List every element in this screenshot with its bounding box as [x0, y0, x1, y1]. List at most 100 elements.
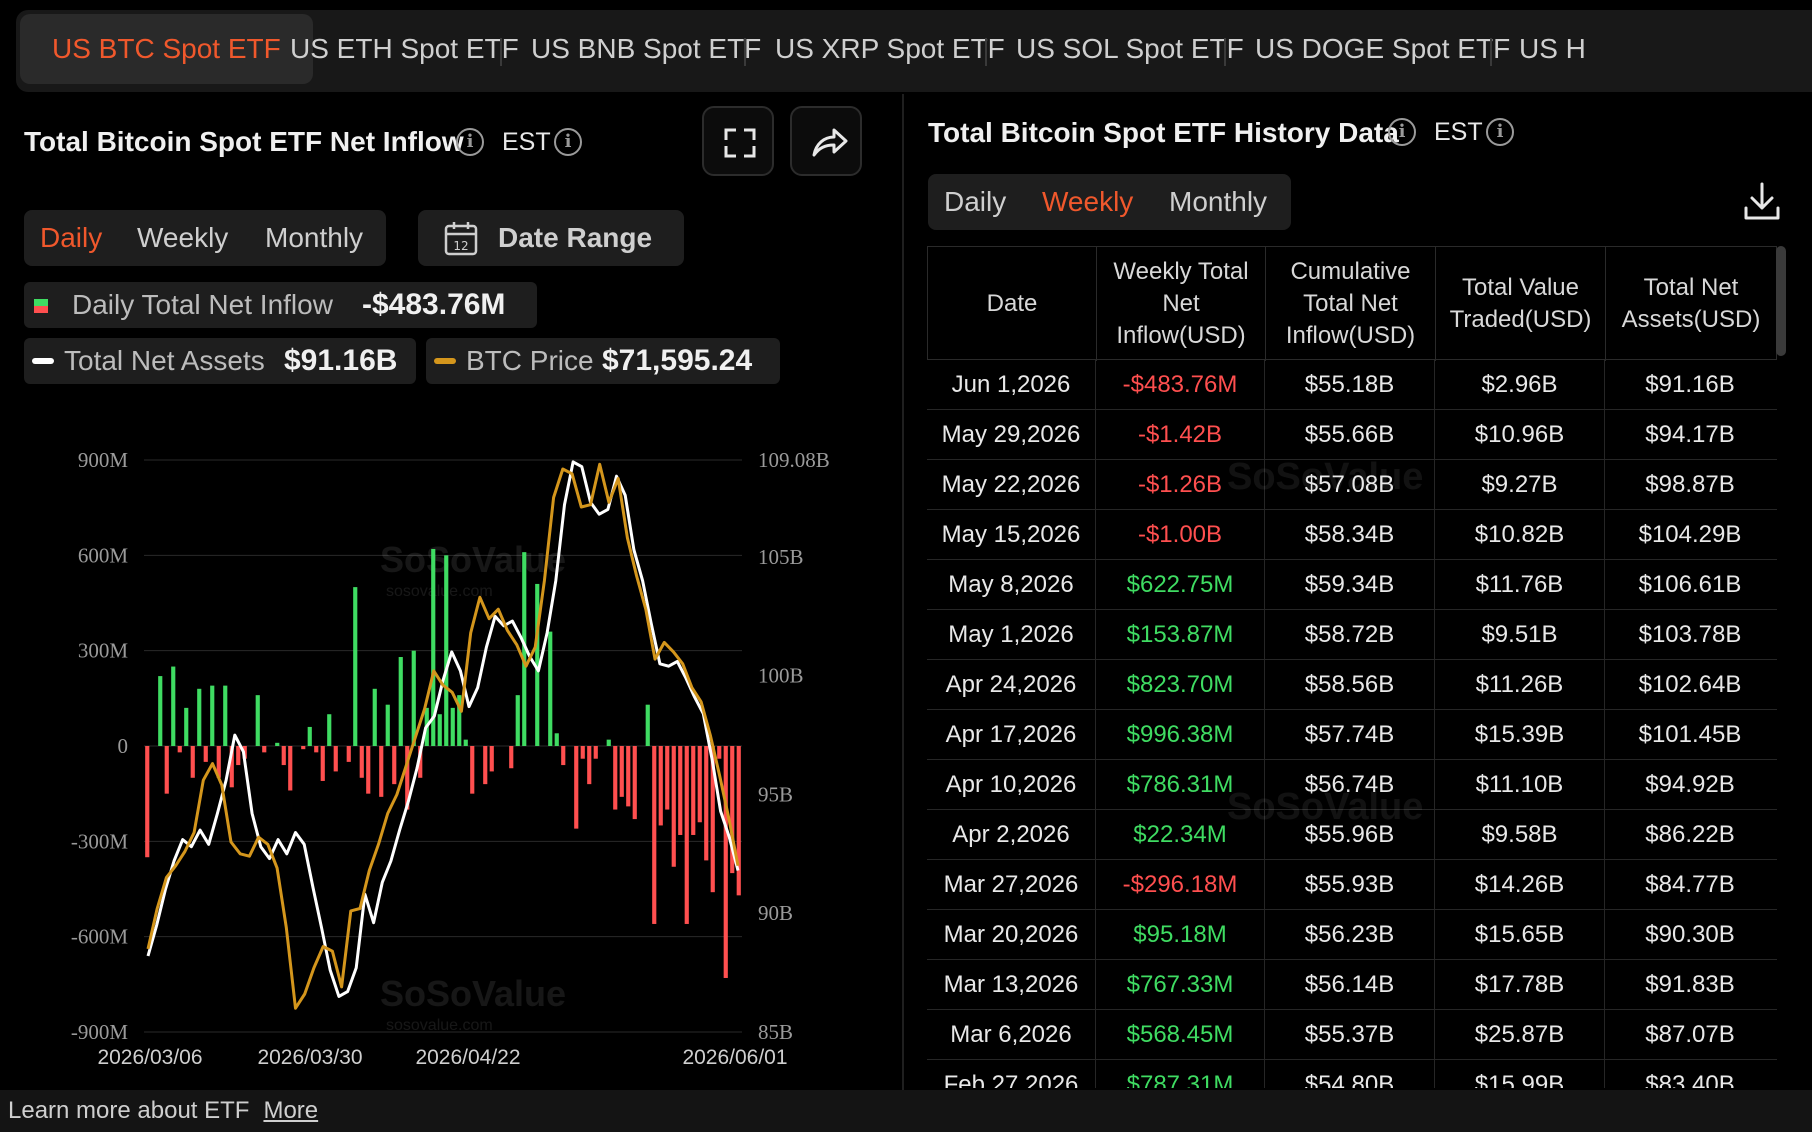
inflow-bar: [580, 746, 585, 759]
col-net-assets[interactable]: Total Net Assets(USD): [1621, 274, 1761, 333]
table-row[interactable]: Mar 13,2026 $767.33M $56.14B $17.78B $91.83B: [927, 960, 1777, 1010]
table-row[interactable]: Jun 1,2026 -$483.76M $55.18B $2.96B $91.16B: [927, 360, 1777, 410]
tab-us-h-partial[interactable]: US H: [1519, 33, 1586, 64]
col-date[interactable]: Date: [928, 247, 1097, 361]
net-assets-value: $91.16B: [284, 344, 398, 377]
table-row[interactable]: Apr 10,2026 $786.31M $56.74B $11.10B $94.92B: [927, 760, 1777, 810]
date-range-button[interactable]: 12 Date Range: [418, 210, 684, 266]
info-icon[interactable]: i: [554, 128, 582, 156]
inflow-bar: [164, 746, 169, 794]
daily-inflow-label: Daily Total Net Inflow: [72, 289, 333, 320]
table-row[interactable]: Mar 6,2026 $568.45M $55.37B $25.87B $87.07B: [927, 1010, 1777, 1060]
inflow-bar: [736, 746, 741, 896]
inflow-bar: [450, 707, 455, 746]
timezone-label: EST: [502, 128, 551, 156]
tab-us-eth-spot-etf[interactable]: US ETH Spot ETF: [290, 33, 519, 64]
watermark: SoSoValue: [380, 539, 566, 580]
cell-cumulative: $58.56B: [1265, 660, 1435, 710]
period-monthly[interactable]: Monthly: [1169, 186, 1268, 217]
table-row[interactable]: Apr 2,2026 $22.34M $55.96B $9.58B $86.22B: [927, 810, 1777, 860]
cell-assets: $98.87B: [1645, 471, 1735, 498]
share-button[interactable]: [790, 106, 862, 176]
info-icon[interactable]: i: [1388, 118, 1416, 146]
watermark-sub: sosovalue.com: [386, 583, 493, 600]
inflow-bar: [704, 746, 709, 861]
table-row[interactable]: Apr 17,2026 $996.38M $57.74B $15.39B $101.45…: [927, 710, 1777, 760]
cell-weekly-inflow: -$296.18M: [1096, 860, 1265, 910]
table-row[interactable]: May 29,2026 -$1.42B $55.66B $10.96B $94.17B: [927, 410, 1777, 460]
inflow-bar: [684, 746, 689, 924]
cell-cumulative: $55.66B: [1265, 410, 1435, 460]
cell-traded: $25.87B: [1435, 1010, 1605, 1060]
table-row[interactable]: May 8,2026 $622.75M $59.34B $11.76B $106.61B: [927, 560, 1777, 610]
inflow-bar: [145, 746, 150, 858]
cell-assets: $106.61B: [1638, 571, 1742, 598]
info-icon[interactable]: i: [456, 128, 484, 156]
cell-assets: $91.16B: [1645, 371, 1735, 398]
inflow-bar: [652, 746, 657, 924]
col-cumulative-inflow[interactable]: Cumulative Total Net Inflow(USD): [1266, 247, 1436, 361]
download-icon[interactable]: [1742, 180, 1782, 224]
table-row[interactable]: Apr 24,2026 $823.70M $58.56B $11.26B $102.64…: [927, 660, 1777, 710]
inflow-bar: [385, 704, 390, 746]
period-daily[interactable]: Daily: [944, 186, 1007, 217]
more-link[interactable]: More: [263, 1097, 319, 1124]
fullscreen-button[interactable]: [702, 106, 774, 176]
table-row[interactable]: Mar 20,2026 $95.18M $56.23B $15.65B $90.30B: [927, 910, 1777, 960]
inflow-bar: [593, 746, 598, 759]
info-icon[interactable]: i: [1486, 118, 1514, 146]
cell-date: May 8,2026: [927, 560, 1096, 610]
inflow-bar: [671, 746, 676, 867]
cell-cumulative: $58.34B: [1265, 510, 1435, 560]
watermark-sub: sosovalue.com: [386, 1017, 493, 1034]
tab-us-xrp-spot-etf[interactable]: US XRP Spot ETF: [775, 33, 1005, 64]
table-row[interactable]: May 1,2026 $153.87M $58.72B $9.51B $103.78B: [927, 610, 1777, 660]
inflow-bar: [203, 746, 208, 762]
inflow-bar: [645, 704, 650, 746]
tab-divider: [985, 38, 987, 66]
history-data-title: Total Bitcoin Spot ETF History Data: [928, 117, 1399, 148]
period-monthly[interactable]: Monthly: [265, 222, 364, 253]
table-scrollbar[interactable]: [1776, 246, 1786, 356]
tab-divider: [1224, 38, 1226, 66]
inflow-bar: [457, 695, 462, 746]
cell-weekly-inflow: -$1.26B: [1096, 460, 1265, 510]
y-left-tick-label: -600M: [71, 925, 128, 949]
inflow-bar: [574, 746, 579, 829]
tab-us-sol-spot-etf[interactable]: US SOL Spot ETF: [1016, 33, 1244, 64]
period-weekly[interactable]: Weekly: [137, 222, 229, 253]
tab-us-bnb-spot-etf[interactable]: US BNB Spot ETF: [531, 33, 762, 64]
tab-us-doge-spot-etf[interactable]: US DOGE Spot ETF: [1255, 33, 1511, 64]
col-value-traded[interactable]: Total Value Traded(USD): [1436, 247, 1606, 361]
btc-price-label: BTC Price: [466, 345, 594, 376]
y-right-tick-label: 105B: [758, 545, 804, 569]
cell-cumulative: $55.93B: [1265, 860, 1435, 910]
cell-cumulative: $58.72B: [1265, 610, 1435, 660]
table-row[interactable]: Feb 27,2026 $787.31M $54.80B $15.99B $83.40B: [927, 1060, 1777, 1088]
inflow-bar: [444, 555, 449, 746]
cell-assets: $103.78B: [1638, 621, 1742, 648]
col-weekly-net-inflow[interactable]: Weekly Total Net Inflow(USD): [1097, 247, 1266, 361]
table-row[interactable]: Mar 27,2026 -$296.18M $55.93B $14.26B $84.77…: [927, 860, 1777, 910]
tab-us-btc-spot-etf[interactable]: US BTC Spot ETF: [20, 14, 313, 84]
period-weekly[interactable]: Weekly: [1042, 186, 1134, 217]
cell-traded: $15.65B: [1435, 910, 1605, 960]
cell-traded: $11.26B: [1435, 660, 1605, 710]
inflow-bar: [723, 746, 728, 978]
etf-tab-bar: US BTC Spot ETF US ETH Spot ETF US BNB S…: [16, 10, 1812, 92]
cell-assets: $102.64B: [1638, 671, 1742, 698]
inflow-bar: [301, 746, 306, 750]
tab-divider: [1490, 38, 1492, 66]
inflow-bar: [184, 707, 189, 746]
period-daily[interactable]: Daily: [40, 222, 103, 253]
inflow-bar: [730, 746, 735, 874]
table-row[interactable]: May 22,2026 -$1.26B $57.08B $9.27B $98.87B: [927, 460, 1777, 510]
inflow-bar: [613, 746, 618, 810]
inflow-bar: [535, 583, 540, 746]
cell-cumulative: $57.74B: [1265, 710, 1435, 760]
cell-traded: $11.10B: [1435, 760, 1605, 810]
cell-traded: $2.96B: [1435, 360, 1605, 410]
table-row[interactable]: May 15,2026 -$1.00B $58.34B $10.82B $104.29B: [927, 510, 1777, 560]
inflow-bar: [359, 746, 364, 778]
inflow-bar: [320, 746, 325, 781]
